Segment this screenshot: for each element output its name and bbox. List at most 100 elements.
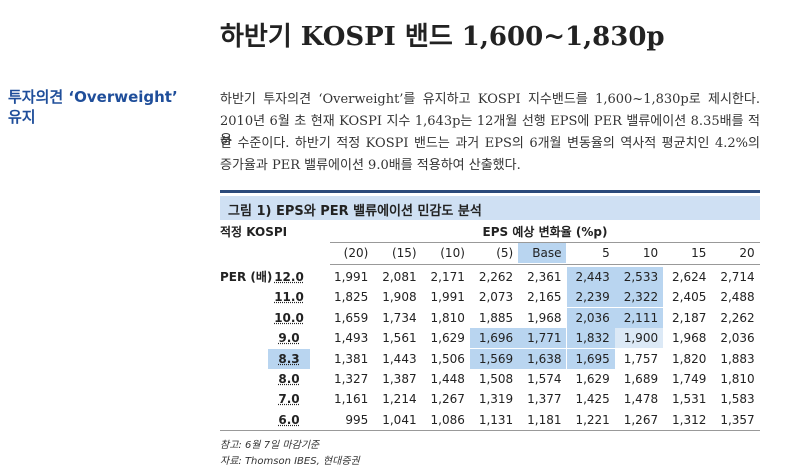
- table-cell: 1,327: [333, 372, 369, 386]
- table-cell: 2,533: [614, 267, 664, 287]
- figure-caption: 그림 1) EPS와 PER 밸류에이션 민감도 분석: [228, 204, 482, 219]
- table-cell: 1,531: [672, 392, 707, 407]
- row-label: 7.0: [278, 392, 300, 407]
- table-cell: 1,181: [527, 412, 562, 427]
- table-cell: 1,832: [566, 328, 615, 349]
- caption-band: [220, 196, 760, 220]
- table-cell: 1,221: [575, 412, 610, 427]
- table-cell: 1,161: [333, 392, 369, 407]
- table-cell: 1,900: [614, 328, 664, 349]
- table-cell: 2,443: [566, 267, 615, 287]
- table-cell: 2,165: [527, 290, 562, 305]
- rule: [220, 430, 760, 431]
- table-cell: 1,583: [720, 392, 755, 407]
- figure-rule: [220, 190, 760, 193]
- table-cell: 2,624: [672, 270, 707, 284]
- paragraph-line: 하반기 투자의견 ‘Overweight’를 유지하고 KOSPI 지수밴드를 …: [220, 92, 760, 107]
- paragraph-line: 한 수준이다. 하반기 적정 KOSPI 밴드는 과거 EPS의 6개월 변동율…: [220, 136, 760, 151]
- table-cell: 1,377: [527, 392, 562, 407]
- table-cell: 1,425: [575, 392, 610, 407]
- row-label: 6.0: [278, 412, 300, 427]
- note: 참고: 6월 7일 마감기준: [220, 440, 320, 451]
- row-group: PER (배): [220, 270, 273, 284]
- table-cell: 2,262: [478, 270, 514, 284]
- table-cell: 2,111: [614, 307, 664, 328]
- table-cell: 1,569: [469, 348, 519, 369]
- paragraph-line: 2010년 6월 초 현재 KOSPI 지수 1,643p는 12개월 선행 E…: [220, 114, 760, 148]
- sidebar-line: 투자의견 ‘Overweight’: [8, 88, 178, 106]
- table-cell: 1,968: [672, 331, 707, 346]
- table-cell: 2,322: [614, 287, 664, 308]
- title: 하반기 KOSPI 밴드 1,600~1,830p: [220, 22, 665, 52]
- paragraph-line: 증가율과 PER 밸류에이션 9.0배를 적용하여 산출했다.: [220, 158, 521, 173]
- table-cell: 1,319: [478, 392, 514, 407]
- column-header: 5: [602, 246, 610, 260]
- table-cell: 1,267: [430, 392, 465, 407]
- table-cell: 1,387: [382, 372, 417, 386]
- table-cell: 2,187: [672, 310, 707, 325]
- table-cell: 1,968: [527, 310, 562, 325]
- note: 자료: Thomson IBES, 현대증권: [220, 456, 360, 467]
- table-cell: 1,908: [382, 290, 417, 305]
- table-cell: 1,506: [430, 351, 465, 366]
- table-cell: 1,991: [333, 270, 369, 284]
- table-cell: 1,659: [333, 310, 369, 325]
- table-cell: 1,749: [672, 372, 707, 386]
- table-cell: 2,405: [672, 290, 707, 305]
- table-cell: 2,361: [527, 270, 562, 284]
- column-header: 15: [691, 246, 707, 260]
- column-header: (20): [343, 246, 369, 260]
- sidebar-line: 유지: [8, 108, 36, 126]
- rule: [330, 264, 760, 265]
- table-cell: 2,262: [720, 310, 755, 325]
- table-cell: 1,695: [566, 348, 615, 369]
- table-cell: 2,171: [430, 270, 465, 284]
- table-cell: 1,214: [382, 392, 417, 407]
- table-cell: 1,883: [720, 351, 755, 366]
- table-cell: 1,638: [518, 348, 567, 369]
- table-cell: 1,696: [469, 328, 519, 349]
- table-cell: 1,508: [478, 372, 514, 386]
- table-cell: 1,478: [623, 392, 659, 407]
- table-cell: 1,885: [478, 310, 514, 325]
- row-header: 적정 KOSPI: [220, 225, 288, 239]
- table-cell: 1,086: [430, 412, 465, 427]
- table-cell: 2,488: [720, 290, 755, 305]
- table-cell: 1,443: [382, 351, 417, 366]
- row-label: 12.0: [274, 270, 304, 284]
- table-cell: 2,081: [382, 270, 417, 284]
- column-header: 10: [642, 246, 659, 260]
- table-cell: 1,771: [518, 328, 567, 349]
- table-cell: 1,629: [575, 372, 610, 386]
- table-cell: 1,357: [720, 412, 755, 427]
- table-cell: 2,073: [478, 290, 514, 305]
- table-cell: 1,825: [333, 290, 369, 305]
- row-label: 8.0: [278, 372, 300, 386]
- table-cell: 1,267: [623, 412, 659, 427]
- column-group: EPS 예상 변화율 (%p): [482, 225, 608, 239]
- table-cell: 2,714: [720, 270, 755, 284]
- table-cell: 1,689: [623, 372, 659, 386]
- column-header: (10): [440, 246, 465, 260]
- table-cell: 2,036: [720, 331, 755, 346]
- rule: [330, 242, 760, 243]
- column-header: (5): [496, 246, 514, 260]
- row-label: 9.0: [278, 331, 300, 346]
- table-cell: 1,312: [672, 412, 707, 427]
- table-cell: 1,629: [430, 331, 465, 346]
- table-cell: 2,036: [566, 307, 615, 328]
- table-cell: 2,239: [566, 287, 615, 308]
- row-label: 8.3: [268, 348, 310, 369]
- table-cell: 1,991: [430, 290, 465, 305]
- table-cell: 1,131: [478, 412, 514, 427]
- column-header: 20: [739, 246, 755, 260]
- table-cell: 1,820: [672, 351, 707, 366]
- column-header: Base: [518, 243, 567, 263]
- row-label: 10.0: [274, 310, 304, 325]
- table-cell: 1,448: [430, 372, 465, 386]
- table-cell: 1,734: [382, 310, 417, 325]
- table-cell: 1,810: [720, 372, 755, 386]
- table-cell: 995: [345, 412, 369, 427]
- table-cell: 1,381: [333, 351, 369, 366]
